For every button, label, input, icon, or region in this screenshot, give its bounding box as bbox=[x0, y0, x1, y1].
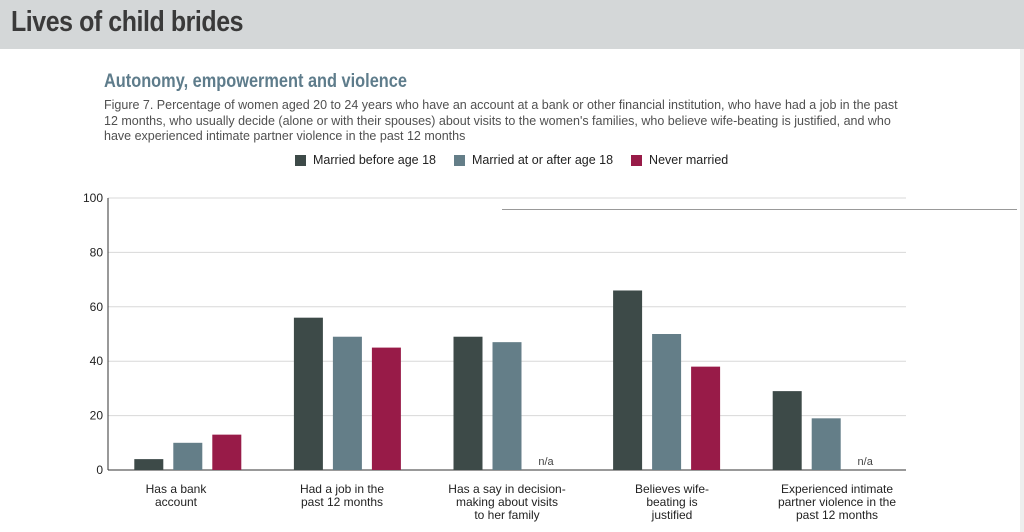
legend-swatch bbox=[295, 154, 306, 166]
page-title: Lives of child brides bbox=[11, 6, 244, 38]
category-label-decision: Has a say in decision-making about visit… bbox=[448, 482, 566, 522]
category-label-bank: Has a bank account bbox=[145, 482, 207, 509]
bar bbox=[492, 342, 522, 470]
category-label-violence: Experienced intimate partner violence in … bbox=[777, 482, 897, 522]
bar bbox=[212, 434, 242, 470]
category-label-wife-beating: Believes wife-beating is justified bbox=[634, 482, 710, 522]
bar bbox=[293, 317, 323, 470]
category-label-job: Had a job in the past 12 months bbox=[299, 482, 385, 509]
bar bbox=[811, 418, 841, 470]
y-tick-label: 20 bbox=[90, 409, 104, 423]
y-tick-label: 40 bbox=[90, 354, 104, 368]
legend-label: Never married bbox=[649, 153, 729, 167]
bar bbox=[691, 366, 721, 470]
bar bbox=[371, 347, 401, 470]
bar bbox=[613, 290, 643, 470]
legend-label: Married before age 18 bbox=[313, 153, 436, 167]
bar bbox=[173, 442, 203, 470]
header-bar: Lives of child brides bbox=[0, 0, 1024, 49]
bar bbox=[652, 334, 682, 470]
legend-item-married-after-18: Married at or after age 18 bbox=[454, 153, 613, 167]
legend-label: Married at or after age 18 bbox=[472, 153, 614, 167]
y-tick-label: 60 bbox=[90, 300, 104, 314]
y-tick-label: 100 bbox=[83, 191, 103, 205]
decorative-rule bbox=[502, 209, 1017, 210]
legend-item-married-before-18: Married before age 18 bbox=[295, 153, 436, 167]
page-edge bbox=[1020, 49, 1024, 532]
na-label: n/a bbox=[538, 456, 554, 468]
section-title: Autonomy, empowerment and violence bbox=[104, 71, 407, 92]
legend-swatch bbox=[631, 154, 643, 166]
y-tick-label: 80 bbox=[90, 245, 104, 259]
y-tick-label: 0 bbox=[96, 463, 103, 477]
na-label: n/a bbox=[858, 456, 874, 468]
bar bbox=[332, 336, 362, 470]
chart-legend: Married before age 18 Married at or afte… bbox=[295, 153, 746, 167]
legend-item-never-married: Never married bbox=[631, 153, 728, 167]
bar bbox=[453, 336, 483, 470]
bar bbox=[134, 459, 164, 470]
figure-caption: Figure 7. Percentage of women aged 20 to… bbox=[104, 98, 898, 143]
bar bbox=[772, 391, 802, 470]
legend-swatch bbox=[454, 154, 465, 166]
